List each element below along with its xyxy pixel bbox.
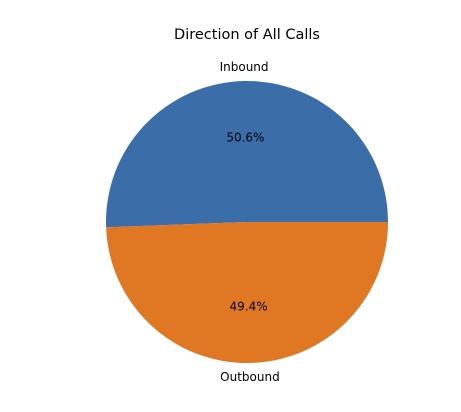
pie-slice-label-outbound: Outbound <box>220 370 280 384</box>
pie-pct-label-outbound: 49.4% <box>230 300 268 314</box>
pie-slice-label-inbound: Inbound <box>220 60 269 74</box>
pie-slices <box>105 80 389 363</box>
pie-slice-inbound <box>105 80 389 228</box>
pie-slice-outbound <box>106 222 388 363</box>
pie-pct-label-inbound: 50.6% <box>226 130 264 144</box>
chart-title: Direction of All Calls <box>174 27 320 43</box>
pie-labels: 50.6% Inbound 49.4% Outbound <box>220 60 280 384</box>
